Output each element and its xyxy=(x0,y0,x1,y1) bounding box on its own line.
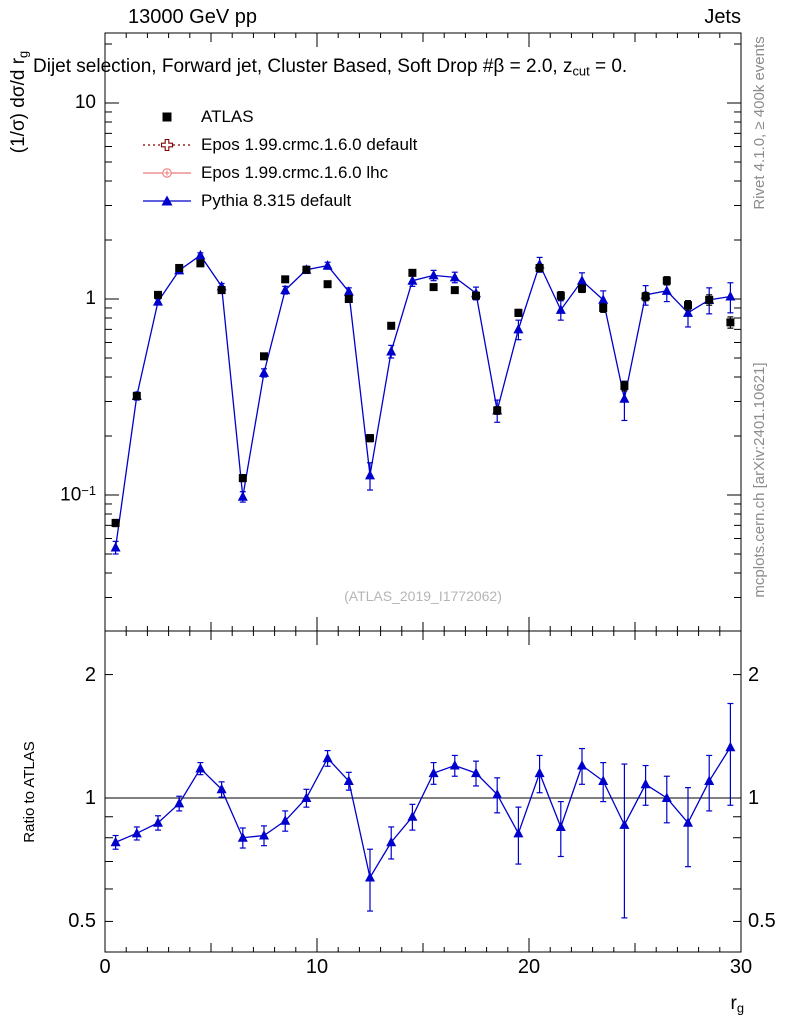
main-y-axis-label-text: (1/σ) dσ/d r xyxy=(8,57,30,154)
x-tick-label-0: 0 xyxy=(99,956,111,978)
mcplots-arxiv-note: mcplots.cern.ch [arXiv:2401.10621] xyxy=(750,362,768,598)
x-tick-label-10: 10 xyxy=(305,956,329,978)
legend-label-atlas: ATLAS xyxy=(201,107,254,126)
epos-lhc-circle-marker-icon xyxy=(143,168,191,178)
legend-label-epos-default: Epos 1.99.crmc.1.6.0 default xyxy=(201,135,418,154)
legend-label-pythia: Pythia 8.315 default xyxy=(201,191,352,210)
y-tick-label-0p1: 10−1 xyxy=(36,483,96,507)
plot-title: Dijet selection, Forward jet, Cluster Ba… xyxy=(33,56,628,79)
legend: ATLAS Epos 1.99.crmc.1.6.0 default Epos … xyxy=(141,103,417,215)
plot-title-tail: = 0. xyxy=(589,56,628,77)
x-axis-label: rg xyxy=(700,993,744,1016)
epos-default-cross-marker-icon xyxy=(143,138,191,152)
atlas-square-marker-icon xyxy=(162,112,172,122)
rivet-version-note: Rivet 4.1.0, ≥ 400k events xyxy=(750,36,768,210)
analysis-id-watermark: (ATLAS_2019_I1772062) xyxy=(344,588,502,604)
main-y-axis-label: (1/σ) dσ/d rg xyxy=(8,50,31,154)
legend-item-pythia: Pythia 8.315 default xyxy=(141,187,417,215)
x-axis-label-text: r xyxy=(730,993,737,1014)
y-tick-label-10: 10 xyxy=(74,92,96,113)
plot-title-text: Dijet selection, Forward jet, Cluster Ba… xyxy=(33,56,573,77)
ratio-tick-right-2: 2 xyxy=(748,664,760,686)
ratio-tick-left-0p5: 0.5 xyxy=(68,910,96,932)
legend-label-epos-lhc: Epos 1.99.crmc.1.6.0 lhc xyxy=(201,163,389,182)
ratio-tick-right-1: 1 xyxy=(748,787,760,809)
x-tick-label-30: 30 xyxy=(729,956,753,978)
x-axis-label-sub: g xyxy=(736,1000,744,1016)
ratio-tick-left-2: 2 xyxy=(84,664,96,686)
analysis-group-label: Jets xyxy=(704,6,741,28)
plot-title-subscript: cut xyxy=(572,63,590,79)
legend-item-epos-default: Epos 1.99.crmc.1.6.0 default xyxy=(141,131,417,159)
y-tick-0p1-base: 10 xyxy=(60,484,82,506)
pythia-triangle-marker-icon xyxy=(143,195,191,206)
main-y-axis-label-sub: g xyxy=(15,50,31,58)
y-tick-label-1: 1 xyxy=(85,288,96,309)
x-tick-label-20: 20 xyxy=(517,956,541,978)
ratio-tick-left-1: 1 xyxy=(84,787,96,809)
y-tick-0p1-exponent: −1 xyxy=(81,483,96,498)
ratio-tick-right-0p5: 0.5 xyxy=(748,910,776,932)
beam-energy-label: 13000 GeV pp xyxy=(128,6,257,28)
legend-item-atlas: ATLAS xyxy=(141,103,417,131)
legend-item-epos-lhc: Epos 1.99.crmc.1.6.0 lhc xyxy=(141,159,417,187)
